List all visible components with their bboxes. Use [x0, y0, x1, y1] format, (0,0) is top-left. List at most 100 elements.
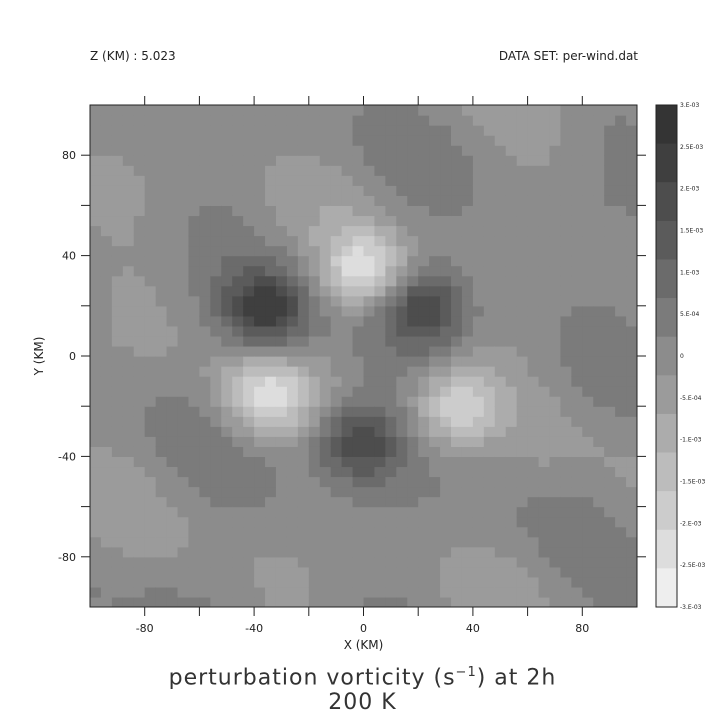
contour-cell	[451, 546, 463, 558]
contour-cell	[604, 506, 616, 518]
y-axis-label: Y (KM)	[32, 337, 46, 377]
contour-cell	[527, 205, 540, 217]
contour-cell	[440, 366, 452, 377]
contour-cell	[177, 456, 190, 468]
contour-cell	[538, 496, 551, 508]
contour-cell	[494, 325, 507, 337]
contour-cell	[254, 195, 266, 206]
contour-cell	[494, 155, 507, 166]
contour-cell	[363, 566, 376, 578]
contour-cell	[111, 396, 124, 407]
contour-cell	[615, 426, 627, 437]
contour-cell	[505, 245, 518, 257]
contour-cell	[440, 456, 452, 468]
contour-cell	[232, 536, 244, 548]
contour-cell	[461, 496, 474, 508]
contour-cell	[243, 486, 255, 498]
contour-cell	[210, 536, 222, 548]
contour-cell	[111, 305, 124, 317]
contour-cell	[472, 566, 485, 578]
contour-cell	[604, 215, 616, 227]
contour-cell	[451, 406, 463, 417]
contour-cell	[319, 406, 332, 417]
contour-cell	[352, 586, 365, 598]
contour-cell	[604, 225, 616, 237]
contour-cell	[341, 315, 354, 327]
contour-cell	[177, 356, 190, 367]
contour-cell	[472, 436, 485, 447]
contour-cell	[286, 145, 299, 156]
contour-cell	[265, 566, 277, 578]
contour-cell	[330, 315, 343, 327]
contour-cell	[385, 486, 397, 498]
contour-cell	[615, 125, 627, 136]
contour-cell	[615, 366, 627, 377]
contour-cell	[374, 175, 386, 186]
contour-cell	[505, 586, 518, 598]
contour-cell	[188, 265, 200, 277]
contour-cell	[440, 185, 452, 196]
contour-cell	[352, 566, 365, 578]
contour-cell	[451, 195, 463, 206]
contour-cell	[221, 586, 233, 598]
contour-cell	[615, 275, 627, 287]
contour-cell	[582, 235, 594, 247]
contour-cell	[505, 305, 518, 317]
contour-cell	[265, 145, 277, 156]
contour-cell	[111, 366, 124, 377]
contour-cell	[297, 516, 310, 528]
contour-cell	[593, 446, 605, 457]
contour-cell	[166, 325, 179, 337]
contour-cell	[451, 586, 463, 598]
contour-cell	[626, 265, 637, 277]
contour-cell	[133, 486, 146, 498]
contour-cell	[254, 205, 266, 217]
contour-cell	[407, 516, 419, 528]
contour-cell	[133, 476, 146, 488]
contour-cell	[286, 115, 299, 126]
contour-cell	[472, 546, 485, 558]
contour-cell	[560, 195, 572, 206]
contour-cell	[385, 115, 397, 126]
contour-cell	[538, 265, 551, 277]
contour-cell	[221, 285, 233, 297]
contour-cell	[199, 175, 211, 186]
contour-cell	[472, 255, 485, 267]
contour-cell	[615, 486, 627, 498]
colorbar-label: 2.5E-03	[680, 144, 703, 151]
contour-cell	[90, 235, 102, 247]
contour-cell	[494, 496, 507, 508]
contour-cell	[275, 195, 288, 206]
contour-cell	[297, 596, 310, 607]
contour-cell	[341, 376, 354, 387]
contour-cell	[90, 386, 102, 397]
contour-cell	[286, 305, 299, 317]
contour-cell	[166, 406, 179, 417]
contour-cell	[429, 526, 441, 538]
contour-cell	[243, 275, 255, 287]
colorbar-label: -2.E-03	[680, 520, 702, 527]
contour-cell	[483, 115, 496, 126]
contour-cell	[385, 235, 397, 247]
contour-cell	[254, 265, 266, 277]
contour-cell	[122, 135, 135, 146]
contour-cell	[604, 315, 616, 327]
contour-cell	[210, 245, 222, 257]
contour-cell	[593, 155, 605, 166]
contour-cell	[341, 295, 354, 307]
contour-cell	[297, 205, 310, 217]
contour-cell	[133, 396, 146, 407]
contour-cell	[221, 145, 233, 156]
contour-cell	[100, 556, 113, 568]
contour-cell	[582, 305, 594, 317]
contour-cell	[494, 596, 507, 607]
contour-cell	[538, 366, 551, 377]
contour-cell	[582, 526, 594, 538]
contour-cell	[188, 466, 200, 478]
contour-cell	[286, 195, 299, 206]
contour-cell	[494, 285, 507, 297]
contour-cell	[626, 506, 637, 518]
contour-cell	[341, 205, 354, 217]
contour-cell	[286, 476, 299, 488]
contour-cell	[538, 175, 551, 186]
